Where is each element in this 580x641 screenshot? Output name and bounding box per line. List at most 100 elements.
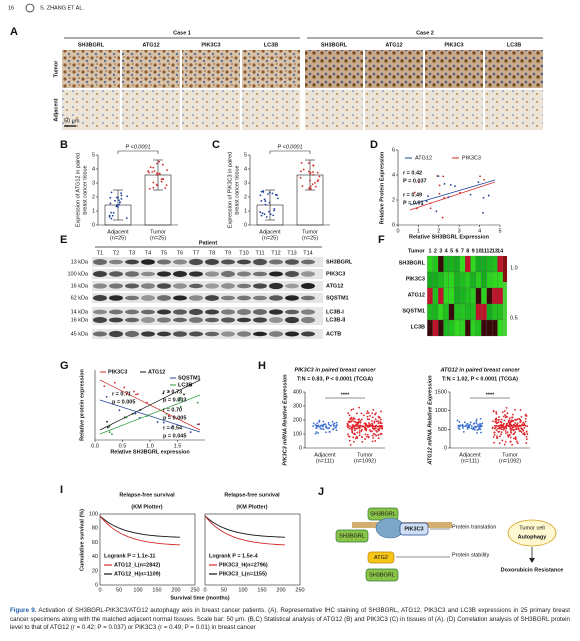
- point: [353, 425, 356, 427]
- point: [167, 390, 170, 393]
- point: [469, 193, 472, 196]
- band: [93, 258, 107, 266]
- point: [441, 216, 444, 219]
- point: [312, 425, 315, 428]
- point: [379, 418, 382, 421]
- point: [505, 432, 507, 435]
- point: [259, 194, 262, 197]
- point: [372, 432, 375, 435]
- point: [314, 432, 317, 435]
- point: [126, 195, 129, 198]
- band: [205, 309, 219, 315]
- point: [480, 431, 482, 434]
- shape: [465, 287, 471, 305]
- stat: p = 0.005: [112, 399, 135, 405]
- stat: p = 0.003: [163, 397, 186, 403]
- group-label: Tumor: [502, 452, 518, 458]
- point: [147, 170, 150, 172]
- point: [509, 423, 512, 426]
- point: [364, 433, 367, 436]
- line: [99, 399, 201, 433]
- point: [356, 412, 358, 415]
- shape: [432, 303, 439, 321]
- point: [496, 421, 499, 424]
- point: [360, 412, 363, 415]
- band: [253, 317, 267, 323]
- point: [523, 433, 526, 436]
- scale-label: 0.5: [510, 315, 518, 321]
- shape: [486, 271, 493, 289]
- shape: [204, 513, 301, 586]
- shape: [427, 287, 433, 305]
- point: [522, 432, 524, 435]
- point: [509, 436, 512, 439]
- band: [221, 283, 235, 289]
- shape: [443, 287, 450, 305]
- point: [314, 182, 316, 184]
- band: [93, 283, 107, 289]
- group-label: Adjacent: [459, 452, 481, 458]
- panel-label: J: [318, 486, 324, 498]
- point: [348, 414, 351, 417]
- shape: [448, 319, 455, 337]
- point: [495, 437, 498, 439]
- point: [495, 424, 498, 427]
- point: [505, 406, 508, 409]
- point: [309, 172, 311, 175]
- point: [514, 418, 517, 421]
- plot-source: (KM Plotter): [236, 504, 267, 510]
- point: [319, 427, 322, 430]
- point: [358, 418, 361, 421]
- caption-text: Activation of SH3BGRL-PIK3C3/ATG12 autop…: [10, 607, 570, 632]
- survival-curve: [204, 515, 286, 538]
- point: [508, 425, 511, 428]
- tick-label: 0: [444, 445, 447, 451]
- panel-label: H: [258, 360, 266, 372]
- point: [522, 421, 525, 424]
- shape: [432, 255, 439, 273]
- point: [504, 430, 507, 432]
- point: [368, 418, 370, 421]
- panel-label: C: [212, 139, 220, 151]
- point: [472, 423, 475, 425]
- point: [350, 426, 353, 429]
- tick-label: 400: [293, 389, 302, 395]
- point: [503, 427, 506, 430]
- point: [120, 194, 123, 197]
- band: [301, 331, 315, 337]
- point: [352, 424, 355, 427]
- panel-label: I: [60, 484, 63, 496]
- point: [153, 170, 156, 172]
- column-label: LC3B: [507, 42, 521, 48]
- node-label: ATG2: [374, 555, 388, 561]
- column-label: 8: [466, 248, 469, 254]
- band: [221, 331, 235, 337]
- tick-label: 0: [392, 222, 395, 228]
- node-label: SH3BGRL: [370, 511, 396, 517]
- column-label: SH3BGRL: [321, 42, 348, 48]
- point: [503, 419, 506, 422]
- point: [171, 425, 174, 427]
- point: [519, 421, 522, 424]
- point: [309, 179, 311, 182]
- point: [526, 425, 529, 428]
- group-label: (n=111): [461, 458, 479, 464]
- shape: [122, 90, 180, 130]
- point: [260, 190, 263, 193]
- point: [170, 427, 173, 429]
- point: [300, 162, 303, 164]
- point: [458, 421, 461, 423]
- point: [374, 433, 376, 436]
- stat: r = 0.42: [403, 170, 422, 176]
- point: [196, 401, 199, 404]
- band: [301, 295, 315, 301]
- survival-curve: [204, 515, 286, 546]
- point: [321, 425, 324, 428]
- tick-label: 100: [293, 431, 302, 437]
- tick-label: 100: [133, 587, 142, 593]
- point: [360, 436, 363, 438]
- point: [496, 435, 498, 438]
- figure-number: Figure 9.: [10, 607, 37, 614]
- point: [322, 428, 325, 431]
